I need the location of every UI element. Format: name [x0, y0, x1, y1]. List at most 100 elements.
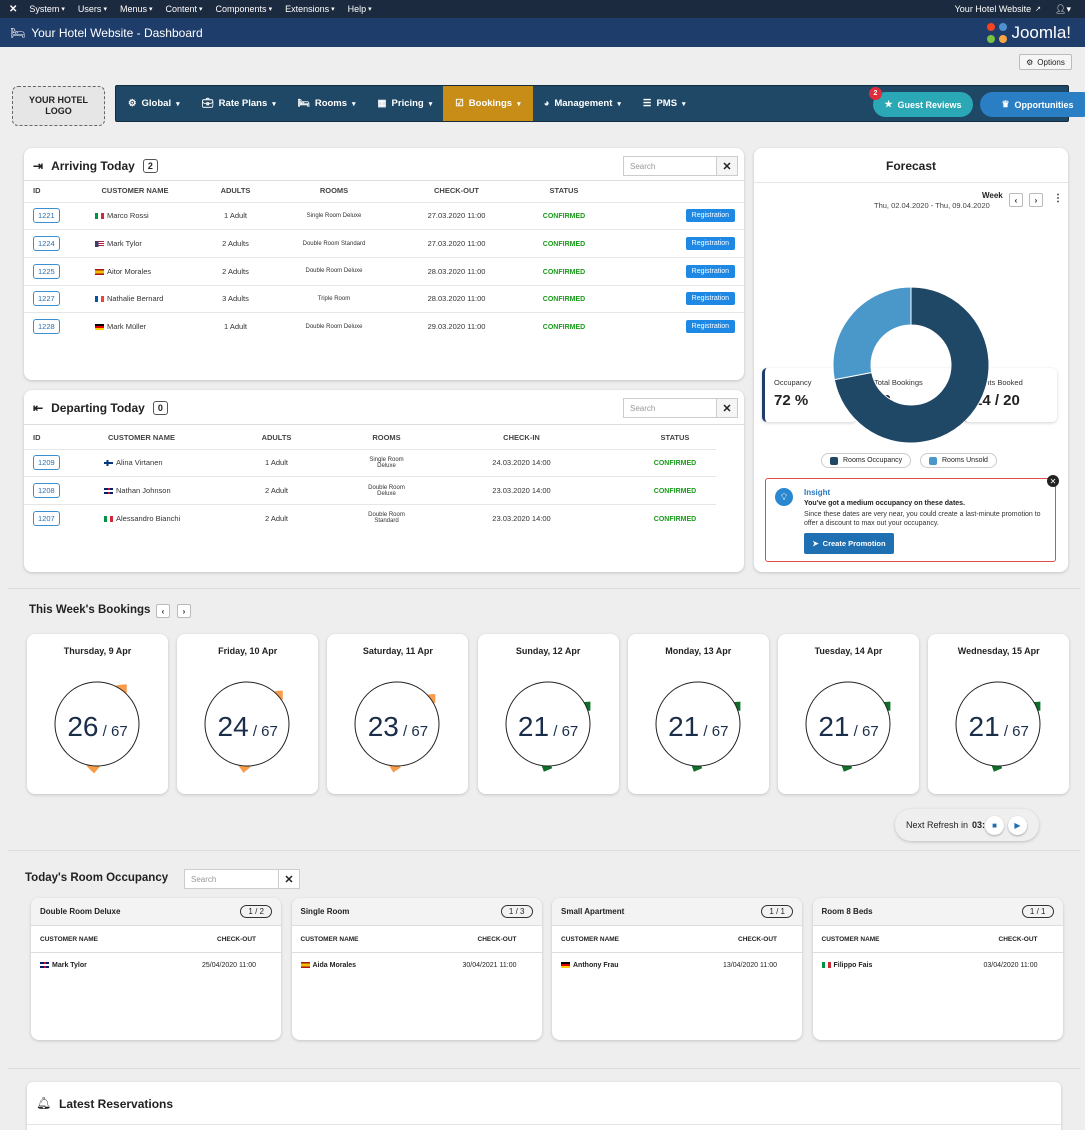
adults: 2 Adult	[189, 503, 364, 533]
menu-extensions[interactable]: Extensions	[285, 4, 335, 14]
gears-icon: ⚙	[128, 98, 137, 109]
site-link[interactable]: Your Hotel Website	[954, 4, 1032, 14]
nav-rooms[interactable]: 🛏︎ Rooms ▾	[297, 98, 356, 109]
nav-bookings[interactable]: ☑ Bookings ▾	[443, 86, 533, 121]
booking-id-link[interactable]: 1224	[33, 236, 60, 252]
room-type: Double Room Standard	[364, 503, 409, 533]
registration-button[interactable]: Registration	[685, 237, 735, 251]
adults: 1 Adult	[188, 312, 283, 341]
checkout-date: 30/04/2021 11:00	[462, 961, 517, 969]
calculator-icon: ▦	[377, 98, 387, 109]
booked-count: 24	[217, 711, 249, 742]
occupancy-title: Today's Room Occupancy	[25, 872, 169, 884]
departing-table: ID CUSTOMER NAME ADULTS ROOMS CHECK-IN S…	[24, 427, 716, 533]
stop-icon[interactable]: ■	[985, 816, 1004, 835]
prev-week-bookings-button[interactable]: ‹	[156, 604, 170, 618]
departing-search-input[interactable]: Search	[623, 398, 717, 418]
close-insight-button[interactable]: ✕	[1047, 475, 1059, 487]
booking-id-link[interactable]: 1209	[33, 455, 60, 471]
latest-title: Latest Reservations	[59, 1097, 174, 1111]
total-count: 67	[711, 723, 729, 740]
occupancy-donut-chart	[832, 286, 990, 444]
user-icon[interactable]: 👤︎▾	[1055, 3, 1071, 14]
clear-search-button[interactable]: ✕	[278, 869, 300, 889]
menu-menus[interactable]: Menus	[120, 4, 153, 14]
booked-count: 26	[67, 711, 99, 742]
booking-id-link[interactable]: 1225	[33, 263, 60, 279]
flag-icon	[95, 241, 104, 248]
play-icon[interactable]: ▶	[1008, 816, 1027, 835]
menu-help[interactable]: Help	[348, 4, 372, 14]
legend-rooms-occupancy[interactable]: Rooms Occupancy	[821, 453, 912, 468]
forecast-title: Forecast	[885, 159, 937, 173]
booking-id-link[interactable]: 1228	[33, 319, 60, 335]
menu-system[interactable]: System	[29, 4, 65, 14]
flag-icon	[104, 488, 113, 495]
create-promotion-button[interactable]: ➤ Create Promotion	[804, 533, 894, 554]
guest-name: Aida Morales	[312, 961, 357, 969]
registration-button[interactable]: Registration	[685, 320, 735, 334]
donut-slice-unsold[interactable]	[832, 286, 912, 381]
count-badge: 0	[152, 401, 168, 415]
day-booking-card: Tuesday, 14 Apr 21 / 67	[778, 634, 919, 794]
guest-reviews-button[interactable]: ★ Guest Reviews 2	[869, 87, 973, 117]
bell-icon: 🔔︎	[36, 1096, 52, 1110]
donut-slice-occupancy[interactable]	[833, 286, 990, 444]
booking-id-link[interactable]: 1227	[33, 291, 60, 307]
registration-button[interactable]: Registration	[685, 264, 735, 278]
room-type: Double Room Standard	[283, 229, 385, 258]
room-count-badge: 1 / 1	[1021, 905, 1054, 918]
clear-search-button[interactable]: ✕	[716, 156, 738, 176]
arriving-search-input[interactable]: Search	[623, 156, 717, 176]
joomla-x-icon[interactable]: ✕	[9, 3, 18, 15]
room-type: Single Room Deluxe	[283, 201, 385, 230]
ring-circle	[655, 681, 741, 767]
panel-title: Arriving Today	[51, 159, 135, 173]
more-vertical-icon[interactable]: ⋮	[1053, 193, 1063, 204]
booked-count: 21	[517, 711, 550, 742]
room-type: Double Room Deluxe	[283, 256, 385, 286]
list-item: Anthony Frau 13/04/2020 11:00	[552, 953, 802, 977]
title-bar: 🛏︎ Your Hotel Website - Dashboard Joomla…	[0, 18, 1085, 47]
nav-pms[interactable]: ☰ PMS ▾	[642, 98, 686, 109]
adults: 1 Adult	[188, 201, 283, 230]
checkout-date: 28.03.2020 11:00	[385, 256, 528, 286]
customer-name: Marco Rossi	[107, 211, 149, 221]
next-week-bookings-button[interactable]: ›	[177, 604, 191, 618]
day-date: Thursday, 9 Apr	[63, 646, 132, 656]
clear-search-button[interactable]: ✕	[716, 398, 738, 418]
nav-rate-plans[interactable]: 💼︎ Rate Plans ▾	[201, 98, 276, 109]
room-type: Triple Room	[283, 284, 385, 313]
nav-global[interactable]: ⚙ Global ▾	[128, 98, 180, 109]
booking-id-link[interactable]: 1207	[33, 510, 60, 526]
menu-content[interactable]: Content	[165, 4, 202, 14]
occupancy-search-input[interactable]: Search	[184, 869, 279, 889]
legend-rooms-unsold[interactable]: Rooms Unsold	[920, 453, 997, 468]
next-week-button[interactable]: ›	[1029, 193, 1043, 207]
menu-components[interactable]: Components	[216, 4, 273, 14]
sign-in-icon: ⇥	[33, 159, 44, 173]
table-row: 1208 Nathan Johnson 2 Adult Double Room …	[24, 476, 716, 505]
prev-week-button[interactable]: ‹	[1009, 193, 1023, 207]
menu-users[interactable]: Users	[78, 4, 107, 14]
day-date: Sunday, 12 Apr	[515, 646, 581, 656]
booking-id-link[interactable]: 1221	[33, 208, 60, 224]
room-occupancy-card: Double Room Deluxe 1 / 2 CUSTOMER NAME CHE…	[31, 898, 281, 1040]
sign-out-icon: ⇤	[33, 401, 44, 415]
nav-management[interactable]: ◕ Management ▾	[543, 98, 621, 109]
table-row: 1228 Mark Müller 1 Adult Double Room Del…	[24, 312, 744, 341]
booking-id-link[interactable]: 1208	[33, 483, 60, 499]
registration-button[interactable]: Registration	[685, 292, 735, 306]
crown-icon: ♛	[1001, 99, 1010, 109]
table-row: 1209 Alina Virtanen 1 Adult Single Room …	[24, 448, 716, 477]
opportunities-button[interactable]: ♛ Opportunities	[980, 92, 1085, 117]
nav-pricing[interactable]: ▦ Pricing ▾	[377, 98, 433, 109]
period-label: Week	[982, 191, 1003, 200]
room-count-badge: 1 / 3	[500, 905, 533, 918]
options-button[interactable]: ⚙ Options	[1019, 54, 1072, 70]
day-progress-ring	[805, 681, 891, 772]
status-badge: CONFIRMED	[653, 460, 697, 468]
registration-button[interactable]: Registration	[685, 209, 735, 223]
guest-name: Mark Tylor	[52, 961, 87, 969]
legend-swatch	[929, 456, 937, 465]
